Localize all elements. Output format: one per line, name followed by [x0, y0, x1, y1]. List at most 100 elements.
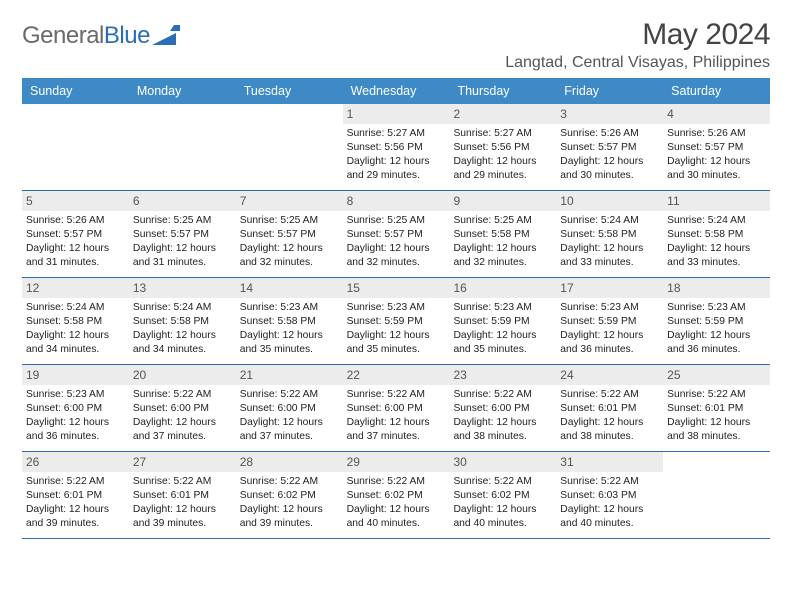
- calendar-cell: 12Sunrise: 5:24 AMSunset: 5:58 PMDayligh…: [22, 278, 129, 364]
- weeks-container: 1Sunrise: 5:27 AMSunset: 5:56 PMDaylight…: [22, 104, 770, 539]
- daylight-line: Daylight: 12 hours and 34 minutes.: [133, 329, 232, 357]
- daylight-line: Daylight: 12 hours and 29 minutes.: [453, 155, 552, 183]
- sunset-line: Sunset: 6:02 PM: [347, 489, 446, 503]
- day-number: 2: [449, 104, 556, 124]
- logo-word-blue: Blue: [104, 22, 150, 49]
- sunset-line: Sunset: 5:57 PM: [560, 141, 659, 155]
- daylight-line: Daylight: 12 hours and 33 minutes.: [667, 242, 766, 270]
- calendar-cell: 20Sunrise: 5:22 AMSunset: 6:00 PMDayligh…: [129, 365, 236, 451]
- day-number: 25: [663, 365, 770, 385]
- day-number: 19: [22, 365, 129, 385]
- sunset-line: Sunset: 6:01 PM: [26, 489, 125, 503]
- day-number-empty: [129, 104, 236, 124]
- logo-mark-icon: [152, 25, 182, 47]
- calendar-cell: 24Sunrise: 5:22 AMSunset: 6:01 PMDayligh…: [556, 365, 663, 451]
- day-number: 7: [236, 191, 343, 211]
- daylight-line: Daylight: 12 hours and 35 minutes.: [453, 329, 552, 357]
- sunrise-line: Sunrise: 5:23 AM: [240, 301, 339, 315]
- calendar-week: 5Sunrise: 5:26 AMSunset: 5:57 PMDaylight…: [22, 191, 770, 278]
- sunset-line: Sunset: 5:59 PM: [347, 315, 446, 329]
- sunrise-line: Sunrise: 5:23 AM: [453, 301, 552, 315]
- calendar-cell: 15Sunrise: 5:23 AMSunset: 5:59 PMDayligh…: [343, 278, 450, 364]
- sunset-line: Sunset: 5:56 PM: [347, 141, 446, 155]
- day-number-empty: [663, 452, 770, 472]
- sunset-line: Sunset: 6:03 PM: [560, 489, 659, 503]
- calendar-cell: 28Sunrise: 5:22 AMSunset: 6:02 PMDayligh…: [236, 452, 343, 538]
- calendar-cell: [129, 104, 236, 190]
- day-number: 28: [236, 452, 343, 472]
- daylight-line: Daylight: 12 hours and 31 minutes.: [26, 242, 125, 270]
- calendar-cell: 10Sunrise: 5:24 AMSunset: 5:58 PMDayligh…: [556, 191, 663, 277]
- sunrise-line: Sunrise: 5:22 AM: [240, 475, 339, 489]
- calendar-cell: 7Sunrise: 5:25 AMSunset: 5:57 PMDaylight…: [236, 191, 343, 277]
- day-number: 14: [236, 278, 343, 298]
- sunset-line: Sunset: 6:02 PM: [240, 489, 339, 503]
- sunrise-line: Sunrise: 5:22 AM: [347, 388, 446, 402]
- day-header-saturday: Saturday: [663, 78, 770, 104]
- sunset-line: Sunset: 6:01 PM: [133, 489, 232, 503]
- day-number: 30: [449, 452, 556, 472]
- sunset-line: Sunset: 6:00 PM: [133, 402, 232, 416]
- day-header-tuesday: Tuesday: [236, 78, 343, 104]
- brand-logo: GeneralBlue: [22, 18, 182, 50]
- sunrise-line: Sunrise: 5:22 AM: [26, 475, 125, 489]
- sunrise-line: Sunrise: 5:22 AM: [240, 388, 339, 402]
- daylight-line: Daylight: 12 hours and 39 minutes.: [133, 503, 232, 531]
- sunrise-line: Sunrise: 5:22 AM: [133, 388, 232, 402]
- daylight-line: Daylight: 12 hours and 40 minutes.: [347, 503, 446, 531]
- sunset-line: Sunset: 5:57 PM: [26, 228, 125, 242]
- sunrise-line: Sunrise: 5:23 AM: [26, 388, 125, 402]
- sunrise-line: Sunrise: 5:26 AM: [26, 214, 125, 228]
- sunset-line: Sunset: 5:59 PM: [667, 315, 766, 329]
- sunset-line: Sunset: 5:57 PM: [133, 228, 232, 242]
- day-number: 9: [449, 191, 556, 211]
- day-number: 24: [556, 365, 663, 385]
- sunrise-line: Sunrise: 5:23 AM: [667, 301, 766, 315]
- calendar-cell: 29Sunrise: 5:22 AMSunset: 6:02 PMDayligh…: [343, 452, 450, 538]
- sunrise-line: Sunrise: 5:25 AM: [453, 214, 552, 228]
- sunset-line: Sunset: 5:59 PM: [453, 315, 552, 329]
- day-header-wednesday: Wednesday: [343, 78, 450, 104]
- calendar-cell: 21Sunrise: 5:22 AMSunset: 6:00 PMDayligh…: [236, 365, 343, 451]
- month-title: May 2024: [505, 18, 770, 52]
- calendar-cell: [663, 452, 770, 538]
- calendar-week: 12Sunrise: 5:24 AMSunset: 5:58 PMDayligh…: [22, 278, 770, 365]
- sunrise-line: Sunrise: 5:27 AM: [347, 127, 446, 141]
- calendar-cell: 9Sunrise: 5:25 AMSunset: 5:58 PMDaylight…: [449, 191, 556, 277]
- calendar-cell: 26Sunrise: 5:22 AMSunset: 6:01 PMDayligh…: [22, 452, 129, 538]
- day-number: 26: [22, 452, 129, 472]
- day-number: 10: [556, 191, 663, 211]
- calendar-week: 19 Sunrise: 5:23 AM Sunset: 6:00 PM Dayligh…: [22, 365, 770, 452]
- day-number: 15: [343, 278, 450, 298]
- sunrise-line: Sunrise: 5:24 AM: [133, 301, 232, 315]
- daylight-line: Daylight: 12 hours and 37 minutes.: [347, 416, 446, 444]
- daylight-line: Daylight: 12 hours and 31 minutes.: [133, 242, 232, 270]
- daylight-line: Daylight: 12 hours and 37 minutes.: [240, 416, 339, 444]
- day-number: 18: [663, 278, 770, 298]
- sunrise-line: Sunrise: 5:22 AM: [453, 388, 552, 402]
- calendar-cell: 5 Sunrise: 5:26 AMSunset: 5:57 PMDaylight…: [22, 191, 129, 277]
- day-number: 8: [343, 191, 450, 211]
- sunset-line: Sunset: 5:57 PM: [667, 141, 766, 155]
- sunset-line: Sunset: 5:59 PM: [560, 315, 659, 329]
- calendar-cell: [22, 104, 129, 190]
- sunrise-line: Sunrise: 5:24 AM: [667, 214, 766, 228]
- calendar-cell: 31Sunrise: 5:22 AMSunset: 6:03 PMDayligh…: [556, 452, 663, 538]
- day-header-row: Sunday Monday Tuesday Wednesday Thursday…: [22, 78, 770, 104]
- day-number: 5: [22, 191, 129, 211]
- sunrise-line: Sunrise: 5:24 AM: [26, 301, 125, 315]
- daylight-line: Daylight: 12 hours and 40 minutes.: [560, 503, 659, 531]
- daylight-line: Daylight: 12 hours and 36 minutes.: [667, 329, 766, 357]
- day-number: 11: [663, 191, 770, 211]
- day-number: 31: [556, 452, 663, 472]
- sunset-line: Sunset: 5:58 PM: [133, 315, 232, 329]
- location-subtitle: Langtad, Central Visayas, Philippines: [505, 54, 770, 72]
- calendar-cell: 16Sunrise: 5:23 AMSunset: 5:59 PMDayligh…: [449, 278, 556, 364]
- day-header-friday: Friday: [556, 78, 663, 104]
- calendar-cell: 30Sunrise: 5:22 AMSunset: 6:02 PMDayligh…: [449, 452, 556, 538]
- daylight-line: Daylight: 12 hours and 29 minutes.: [347, 155, 446, 183]
- calendar-cell: 6Sunrise: 5:25 AMSunset: 5:57 PMDaylight…: [129, 191, 236, 277]
- calendar-cell: 13Sunrise: 5:24 AMSunset: 5:58 PMDayligh…: [129, 278, 236, 364]
- sunset-line: Sunset: 5:57 PM: [347, 228, 446, 242]
- sunset-line: Sunset: 6:01 PM: [667, 402, 766, 416]
